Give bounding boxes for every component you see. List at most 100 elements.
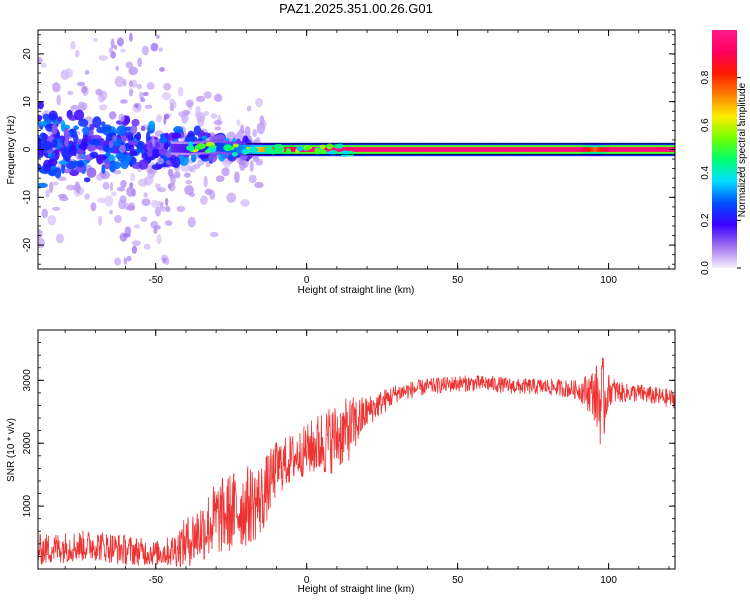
- ridge-segment: [611, 147, 616, 152]
- spectral-blob: [151, 199, 158, 208]
- ridge-segment: [505, 147, 510, 152]
- spectral-blob: [48, 110, 58, 121]
- ridge-segment: [182, 144, 187, 153]
- spectral-blob: [164, 197, 169, 207]
- spectral-blob: [128, 202, 135, 211]
- ridge-segment: [415, 147, 419, 152]
- spectral-blob: [84, 70, 90, 75]
- spectral-blob: [92, 116, 102, 128]
- spectral-blob: [108, 111, 117, 120]
- colorbar-tick-label: 0.0: [700, 261, 711, 275]
- x-tick-label: 0: [304, 575, 310, 586]
- ridge-segment: [170, 143, 175, 153]
- spectral-blob: [53, 149, 60, 161]
- spectral-blob: [119, 48, 127, 53]
- spectral-blob: [56, 94, 61, 106]
- ridge-segment: [662, 147, 667, 152]
- spectral-blob: [195, 95, 206, 103]
- spectral-blob: [70, 104, 79, 110]
- ridge-segment: [436, 147, 441, 152]
- spectral-blob: [236, 119, 241, 127]
- spectral-blob: [64, 168, 71, 174]
- y-tick-label: -10: [22, 190, 33, 205]
- spectral-blob: [159, 202, 164, 209]
- ridge-segment: [656, 147, 661, 152]
- spectral-blob: [140, 125, 146, 132]
- spectral-blob: [158, 47, 163, 52]
- spectral-blob: [150, 220, 159, 229]
- spectral-blob: [55, 233, 65, 244]
- spectral-blob: [69, 169, 80, 177]
- spectral-blob: [57, 116, 63, 122]
- ridge-segment: [379, 147, 383, 152]
- spectral-blob: [127, 140, 139, 146]
- spectral-blob: [98, 55, 108, 61]
- spectral-blob: [303, 145, 311, 151]
- ridge-segment: [176, 144, 181, 153]
- spectral-blob: [163, 141, 169, 150]
- spectral-blob: [226, 192, 237, 203]
- spectral-blob: [119, 232, 128, 242]
- ridge-segment: [593, 147, 598, 152]
- ridge-segment: [394, 147, 398, 152]
- ridge-segment: [370, 147, 374, 152]
- ridge-segment: [327, 147, 332, 152]
- ridge-segment: [560, 147, 564, 152]
- ridge-segment: [427, 147, 432, 152]
- x-tick-label: 0: [304, 275, 310, 286]
- spectral-blob: [77, 81, 86, 87]
- ridge-segment: [324, 147, 329, 152]
- spectral-blob: [96, 154, 103, 165]
- ridge-segment: [635, 147, 640, 152]
- spectral-blob: [52, 82, 61, 93]
- spectral-blob: [244, 126, 251, 138]
- spectral-blob: [214, 126, 222, 131]
- spectral-blob: [155, 113, 162, 124]
- spectral-blob: [158, 67, 165, 72]
- spectral-blob: [143, 243, 151, 250]
- spectral-blob: [134, 103, 139, 109]
- ridge-segment: [659, 147, 664, 152]
- ridge-segment: [496, 147, 501, 152]
- ridge-segment: [345, 147, 350, 152]
- spectral-blob: [213, 93, 223, 103]
- spectral-blob: [187, 216, 196, 228]
- spectral-blob: [162, 257, 166, 264]
- spectral-blob: [165, 151, 172, 158]
- spectral-blob: [164, 257, 170, 266]
- spectral-blob: [47, 214, 57, 226]
- ridge-segment: [336, 147, 341, 152]
- spectral-blob: [155, 205, 162, 217]
- spectral-blob: [104, 159, 111, 170]
- ridge-segment: [481, 147, 486, 152]
- ridge-segment: [216, 142, 220, 152]
- ridge-segment: [623, 147, 628, 152]
- spectral-blob: [178, 111, 186, 117]
- spectrogram-ridge: [170, 140, 675, 157]
- spectral-blob: [73, 184, 80, 191]
- ridge-segment: [647, 147, 652, 152]
- spectral-blob: [84, 193, 90, 200]
- spectral-blob: [45, 189, 50, 199]
- spectral-blob: [114, 257, 121, 266]
- spectral-blob: [314, 147, 319, 154]
- ridge-segment: [581, 147, 586, 152]
- spectral-blob: [201, 135, 208, 140]
- y-tick-label: 3000: [22, 369, 33, 392]
- spectral-blob: [232, 143, 239, 148]
- spectral-blob: [90, 134, 102, 140]
- spectral-blob: [86, 167, 97, 178]
- spectral-blob: [131, 240, 141, 246]
- spectral-blob: [130, 124, 138, 134]
- spectral-blob: [48, 181, 54, 194]
- spectral-blob: [213, 119, 223, 126]
- spectral-blob: [165, 220, 173, 226]
- ridge-segment: [539, 147, 543, 152]
- ridge-segment: [439, 147, 444, 152]
- snr-x-ticks: -50 0 50 100: [64, 330, 670, 586]
- ridge-segment: [312, 147, 317, 152]
- spectral-blob: [231, 152, 238, 157]
- ridge-segment: [454, 147, 459, 152]
- spectral-blob: [51, 181, 59, 186]
- ridge-segment: [518, 147, 522, 152]
